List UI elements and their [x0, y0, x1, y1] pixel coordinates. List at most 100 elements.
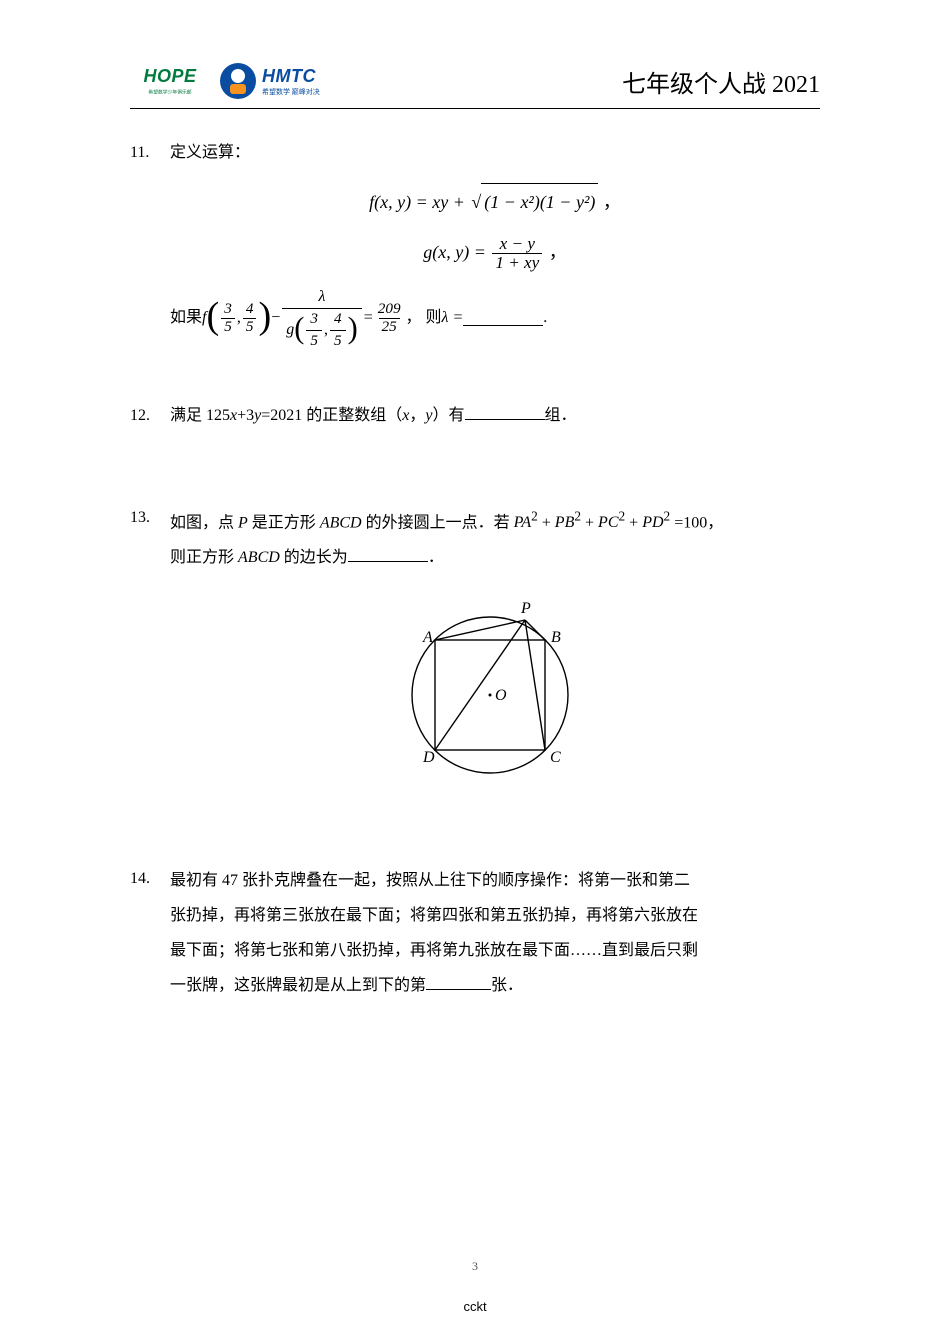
- close-paren-icon: ): [348, 316, 358, 340]
- hope-logo-text: HOPE: [143, 66, 196, 87]
- frac-num: 4: [243, 301, 257, 318]
- hmtc-logo-icon: [220, 63, 256, 99]
- seg: PA: [514, 514, 531, 531]
- label-B: B: [551, 629, 561, 646]
- frac-den: 5: [330, 330, 346, 350]
- q13-b: 是正方形: [248, 514, 320, 531]
- label-D: D: [422, 749, 435, 766]
- q14-line4a: 一张牌，这张牌最初是从上到下的第: [170, 977, 426, 994]
- label-C: C: [550, 749, 561, 766]
- q13-plus2: +: [581, 514, 598, 531]
- frac-num: 3: [221, 301, 235, 318]
- q11-mid: ， 则: [406, 302, 442, 334]
- footer-code: cckt: [0, 1299, 950, 1314]
- frac-num: 209: [375, 301, 404, 318]
- q11-g-lhs: g(x, y) =: [423, 242, 490, 262]
- q13-ABCD: ABCD: [320, 514, 362, 531]
- q13-figure: A B C D P O: [170, 590, 820, 803]
- hmtc-logo-text: HMTC: [262, 66, 320, 87]
- q11-lambda-over-g: λ g(35,45): [282, 287, 361, 350]
- label-O: O: [495, 687, 507, 704]
- q13-ABCD2: ABCD: [238, 549, 280, 566]
- q12-text-b: +3: [237, 407, 254, 424]
- q11-g-denom: 1 + xy: [492, 253, 542, 273]
- q11-minus: −: [271, 302, 280, 334]
- label-P: P: [520, 600, 531, 617]
- q13-PD: PD2: [642, 514, 670, 531]
- q11-arg1: 35: [221, 301, 235, 335]
- q13-plus3: +: [625, 514, 642, 531]
- hope-logo: HOPE 希望数学少年俱乐部: [130, 60, 210, 102]
- q12-text-f: 组．: [545, 407, 577, 424]
- open-paren-icon: (: [294, 316, 304, 340]
- q11-arg2: 45: [243, 301, 257, 335]
- label-A: A: [422, 629, 433, 646]
- q13-a: 如图，点: [170, 514, 238, 531]
- close-paren-icon: ): [258, 301, 271, 332]
- answer-blank: [463, 310, 543, 326]
- q11-g-numer: x − y: [497, 235, 538, 254]
- answer-blank: [426, 974, 491, 990]
- q11-g-call-wrap: g(35,45): [282, 308, 361, 349]
- q12-text-d: ，: [409, 407, 425, 424]
- q11-lambda-eq: λ =: [442, 302, 464, 334]
- center-O-dot: [489, 693, 492, 696]
- problem-number: 13.: [130, 502, 170, 534]
- q11-eq: =: [364, 302, 373, 334]
- q12-text-c: =2021 的正整数组（: [261, 407, 402, 424]
- q13-PC: PC2: [598, 514, 625, 531]
- frac-num: 3: [306, 311, 322, 330]
- seg: PC: [598, 514, 618, 531]
- problem-number: 12.: [130, 400, 170, 432]
- problem-14: 14. 最初有 47 张扑克牌叠在一起，按照从上往下的顺序操作：将第一张和第二 …: [130, 863, 820, 1004]
- q11-g-call: g: [286, 321, 294, 338]
- sqrt-symbol: (1 − x²)(1 − y²): [469, 183, 598, 220]
- problem-number: 11.: [130, 137, 170, 169]
- comma: ,: [237, 302, 241, 334]
- q11-period: .: [543, 302, 547, 334]
- logo-group: HOPE 希望数学少年俱乐部 HMTC 希望数学 巅峰对决: [130, 60, 320, 102]
- answer-blank: [348, 546, 428, 562]
- open-paren-icon: (: [206, 301, 219, 332]
- q13-PA: PA2: [514, 514, 538, 531]
- q11-g-arg2: 45: [330, 311, 346, 349]
- frac-den: 5: [306, 330, 322, 350]
- q13-plus1: +: [538, 514, 555, 531]
- q11-f-lhs: f(x, y) = xy +: [369, 192, 469, 212]
- hmtc-logo: HMTC 希望数学 巅峰对决: [220, 63, 320, 99]
- frac-num: 4: [330, 311, 346, 330]
- page-container: HOPE 希望数学少年俱乐部 HMTC 希望数学 巅峰对决 七年级个人战 202…: [0, 0, 950, 1093]
- problem-number: 14.: [130, 863, 170, 895]
- q13-period: ．: [428, 549, 444, 566]
- q13-P: P: [238, 514, 248, 531]
- q14-line2: 张扔掉，再将第三张放在最下面；将第四张和第五张扔掉，再将第六张放在: [170, 907, 698, 924]
- q14-line3: 最下面；将第七张和第八张扔掉，再将第九张放在最下面……直到最后只剩: [170, 942, 698, 959]
- segment-PA: [435, 620, 525, 640]
- comma: ,: [324, 321, 328, 338]
- hope-logo-subtitle: 希望数学少年俱乐部: [148, 88, 191, 95]
- q11-f-definition: f(x, y) = xy + (1 − x²)(1 − y²) ，: [170, 183, 820, 220]
- q11-f-sqrt-body: (1 − x²)(1 − y²): [481, 183, 598, 220]
- q11-f-tail: ，: [598, 192, 621, 212]
- frac-den: 5: [221, 318, 235, 336]
- q12-text-e: ）有: [433, 407, 465, 424]
- q14-line1: 最初有 47 张扑克牌叠在一起，按照从上往下的顺序操作：将第一张和第二: [170, 872, 690, 889]
- q11-g-tail: ，: [544, 242, 567, 262]
- q13-line2b: 的边长为: [280, 549, 348, 566]
- q14-line4b: 张．: [491, 977, 523, 994]
- frac-den: 5: [243, 318, 257, 336]
- page-header: HOPE 希望数学少年俱乐部 HMTC 希望数学 巅峰对决 七年级个人战 202…: [130, 60, 820, 109]
- q12-y2: y: [425, 407, 432, 424]
- q11-condition-line: 如果 f ( 35 , 45 ) − λ g(35,45): [170, 287, 820, 350]
- q11-g-arg1: 35: [306, 311, 322, 349]
- page-title: 七年级个人战 2021: [622, 64, 820, 99]
- frac-den: 25: [379, 318, 400, 336]
- q13-PB: PB2: [555, 514, 581, 531]
- hmtc-logo-subtitle: 希望数学 巅峰对决: [262, 87, 320, 97]
- q13-diagram-svg: A B C D P O: [395, 590, 595, 790]
- problem-11: 11. 定义运算： f(x, y) = xy + (1 − x²)(1 − y²…: [130, 137, 820, 350]
- q11-g-definition: g(x, y) = x − y1 + xy ，: [170, 234, 820, 273]
- q13-eq100: =100，: [670, 514, 723, 531]
- q13-c: 的外接圆上一点．若: [362, 514, 514, 531]
- q12-text-a: 满足 125: [170, 407, 230, 424]
